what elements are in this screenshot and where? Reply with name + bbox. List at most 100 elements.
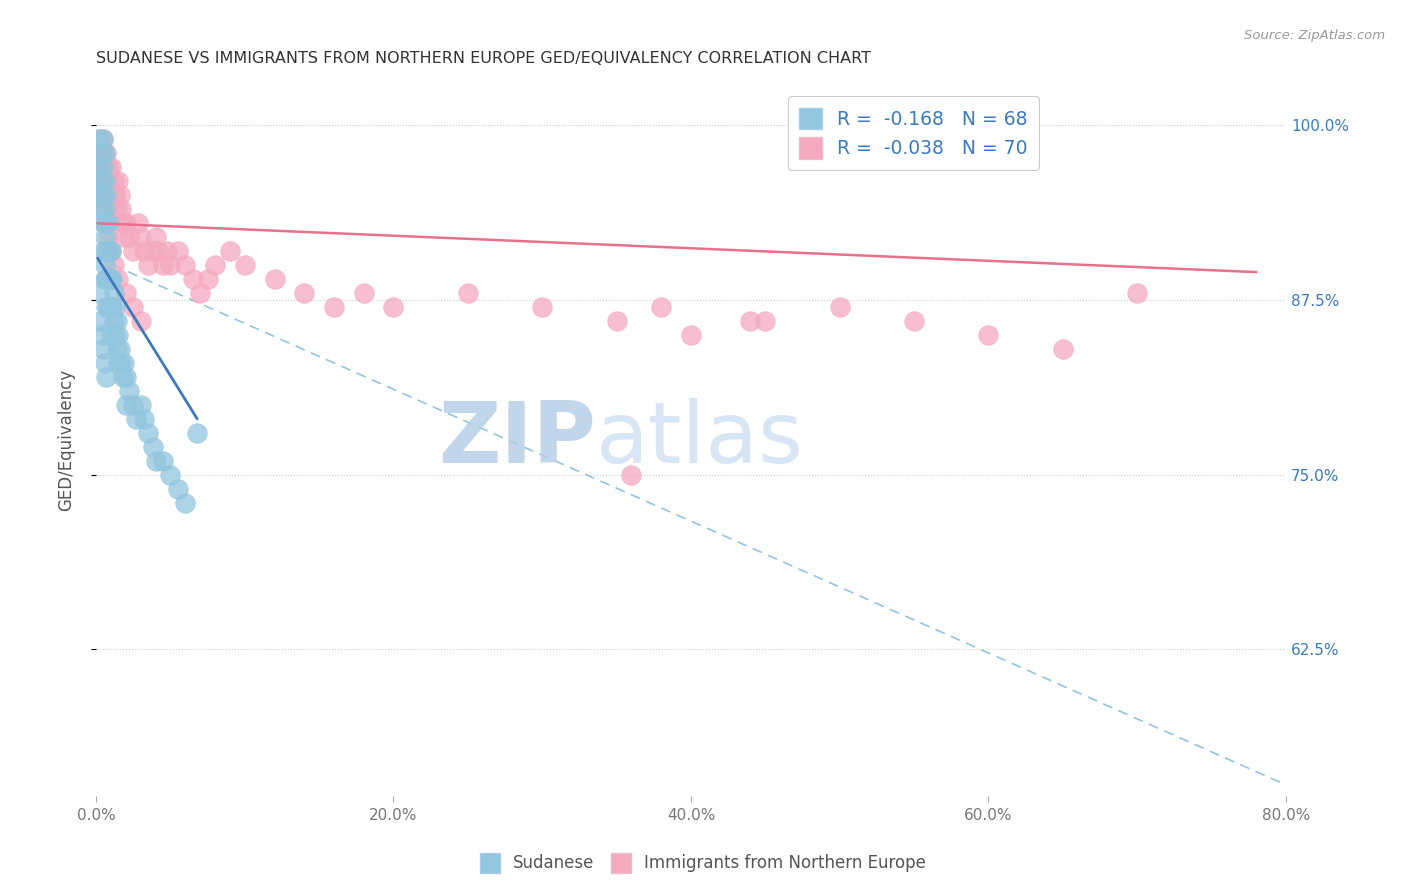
Point	[152, 453, 174, 467]
Point	[457, 286, 479, 301]
Point	[141, 244, 163, 259]
Text: SUDANESE VS IMMIGRANTS FROM NORTHERN EUROPE GED/EQUIVALENCY CORRELATION CHART: SUDANESE VS IMMIGRANTS FROM NORTHERN EUR…	[96, 51, 870, 66]
Point	[100, 244, 122, 259]
Point	[94, 258, 117, 272]
Point	[96, 300, 118, 314]
Point	[93, 202, 115, 217]
Point	[103, 314, 125, 328]
Point	[98, 174, 121, 188]
Point	[188, 286, 211, 301]
Point	[129, 314, 152, 328]
Point	[125, 411, 148, 425]
Point	[96, 244, 118, 259]
Point	[197, 272, 219, 286]
Point	[98, 300, 121, 314]
Point	[136, 425, 159, 440]
Point	[94, 202, 117, 217]
Point	[96, 188, 118, 202]
Point	[679, 328, 702, 343]
Point	[105, 314, 128, 328]
Point	[97, 161, 120, 175]
Point	[103, 286, 125, 301]
Point	[174, 495, 197, 509]
Point	[112, 230, 135, 244]
Point	[107, 356, 129, 370]
Point	[127, 216, 149, 230]
Point	[740, 314, 762, 328]
Legend: Sudanese, Immigrants from Northern Europe: Sudanese, Immigrants from Northern Europ…	[472, 847, 934, 880]
Point	[91, 146, 114, 161]
Point	[87, 132, 110, 146]
Point	[132, 411, 155, 425]
Point	[110, 356, 132, 370]
Point	[96, 146, 118, 161]
Point	[101, 272, 124, 286]
Point	[159, 467, 181, 482]
Point	[94, 272, 117, 286]
Point	[91, 188, 114, 202]
Point	[96, 216, 118, 230]
Point	[118, 384, 141, 398]
Point	[97, 230, 120, 244]
Point	[129, 230, 152, 244]
Point	[181, 272, 204, 286]
Point	[89, 174, 111, 188]
Point	[96, 370, 118, 384]
Point	[148, 244, 170, 259]
Point	[754, 314, 776, 328]
Point	[114, 398, 136, 412]
Point	[93, 132, 115, 146]
Point	[263, 272, 285, 286]
Point	[108, 188, 131, 202]
Point	[89, 314, 111, 328]
Point	[531, 300, 554, 314]
Point	[108, 342, 131, 356]
Point	[104, 188, 127, 202]
Point	[903, 314, 925, 328]
Point	[94, 356, 117, 370]
Point	[977, 328, 1000, 343]
Point	[105, 202, 128, 217]
Point	[145, 453, 167, 467]
Point	[94, 188, 117, 202]
Point	[103, 174, 125, 188]
Point	[129, 398, 152, 412]
Point	[94, 174, 117, 188]
Point	[204, 258, 226, 272]
Point	[174, 258, 197, 272]
Point	[100, 244, 122, 259]
Point	[89, 161, 111, 175]
Point	[166, 482, 188, 496]
Point	[111, 370, 134, 384]
Y-axis label: GED/Equivalency: GED/Equivalency	[58, 368, 75, 511]
Point	[114, 286, 136, 301]
Point	[186, 425, 208, 440]
Point	[650, 300, 672, 314]
Point	[97, 272, 120, 286]
Text: Source: ZipAtlas.com: Source: ZipAtlas.com	[1244, 29, 1385, 42]
Point	[122, 300, 145, 314]
Point	[828, 300, 851, 314]
Point	[114, 370, 136, 384]
Point	[136, 258, 159, 272]
Point	[105, 342, 128, 356]
Point	[89, 188, 111, 202]
Point	[98, 272, 121, 286]
Point	[219, 244, 242, 259]
Point	[118, 230, 141, 244]
Point	[94, 216, 117, 230]
Point	[382, 300, 405, 314]
Point	[91, 146, 114, 161]
Legend: R =  -0.168   N = 68, R =  -0.038   N = 70: R = -0.168 N = 68, R = -0.038 N = 70	[789, 96, 1039, 169]
Point	[292, 286, 315, 301]
Text: atlas: atlas	[596, 398, 804, 482]
Point	[93, 216, 115, 230]
Point	[159, 258, 181, 272]
Point	[107, 328, 129, 343]
Point	[89, 161, 111, 175]
Point	[94, 146, 117, 161]
Point	[111, 216, 134, 230]
Point	[122, 398, 145, 412]
Point	[100, 188, 122, 202]
Point	[98, 244, 121, 259]
